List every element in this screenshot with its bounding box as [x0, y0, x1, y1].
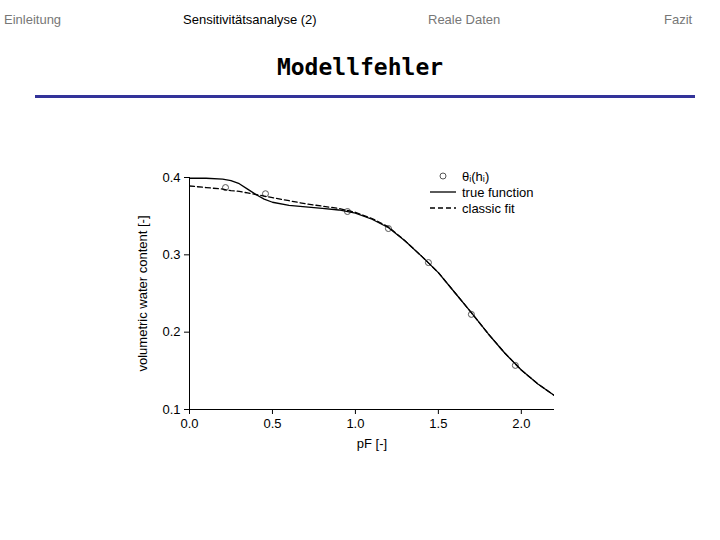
html-text:classic fit: classic fit: [462, 200, 515, 216]
svg-text:0.3: 0.3: [162, 247, 180, 262]
svg-text:0.5: 0.5: [263, 416, 281, 431]
svg-text:2.0: 2.0: [512, 416, 530, 431]
svg-text:0.2: 0.2: [162, 324, 180, 339]
svg-text:0.1: 0.1: [162, 402, 180, 417]
html-text:θᵢ(hᵢ): θᵢ(hᵢ): [462, 168, 490, 184]
svg-text:pF [-]: pF [-]: [357, 436, 387, 451]
html-text:true function: true function: [462, 184, 534, 200]
svg-text:0.4: 0.4: [162, 170, 180, 185]
svg-text:0.0: 0.0: [180, 416, 198, 431]
svg-text:1.5: 1.5: [429, 416, 447, 431]
html-text:Fazit: Fazit: [664, 12, 693, 27]
svg-text:volumetric water content [-]: volumetric water content [-]: [135, 215, 150, 371]
html-text:Einleitung: Einleitung: [4, 12, 62, 27]
html-text:Sensitivitätsanalyse (2): Sensitivitätsanalyse (2): [183, 12, 317, 27]
html-text:Modellfehler: Modellfehler: [276, 54, 444, 80]
svg-text:1.0: 1.0: [346, 416, 364, 431]
html-text:Reale Daten: Reale Daten: [428, 12, 501, 27]
